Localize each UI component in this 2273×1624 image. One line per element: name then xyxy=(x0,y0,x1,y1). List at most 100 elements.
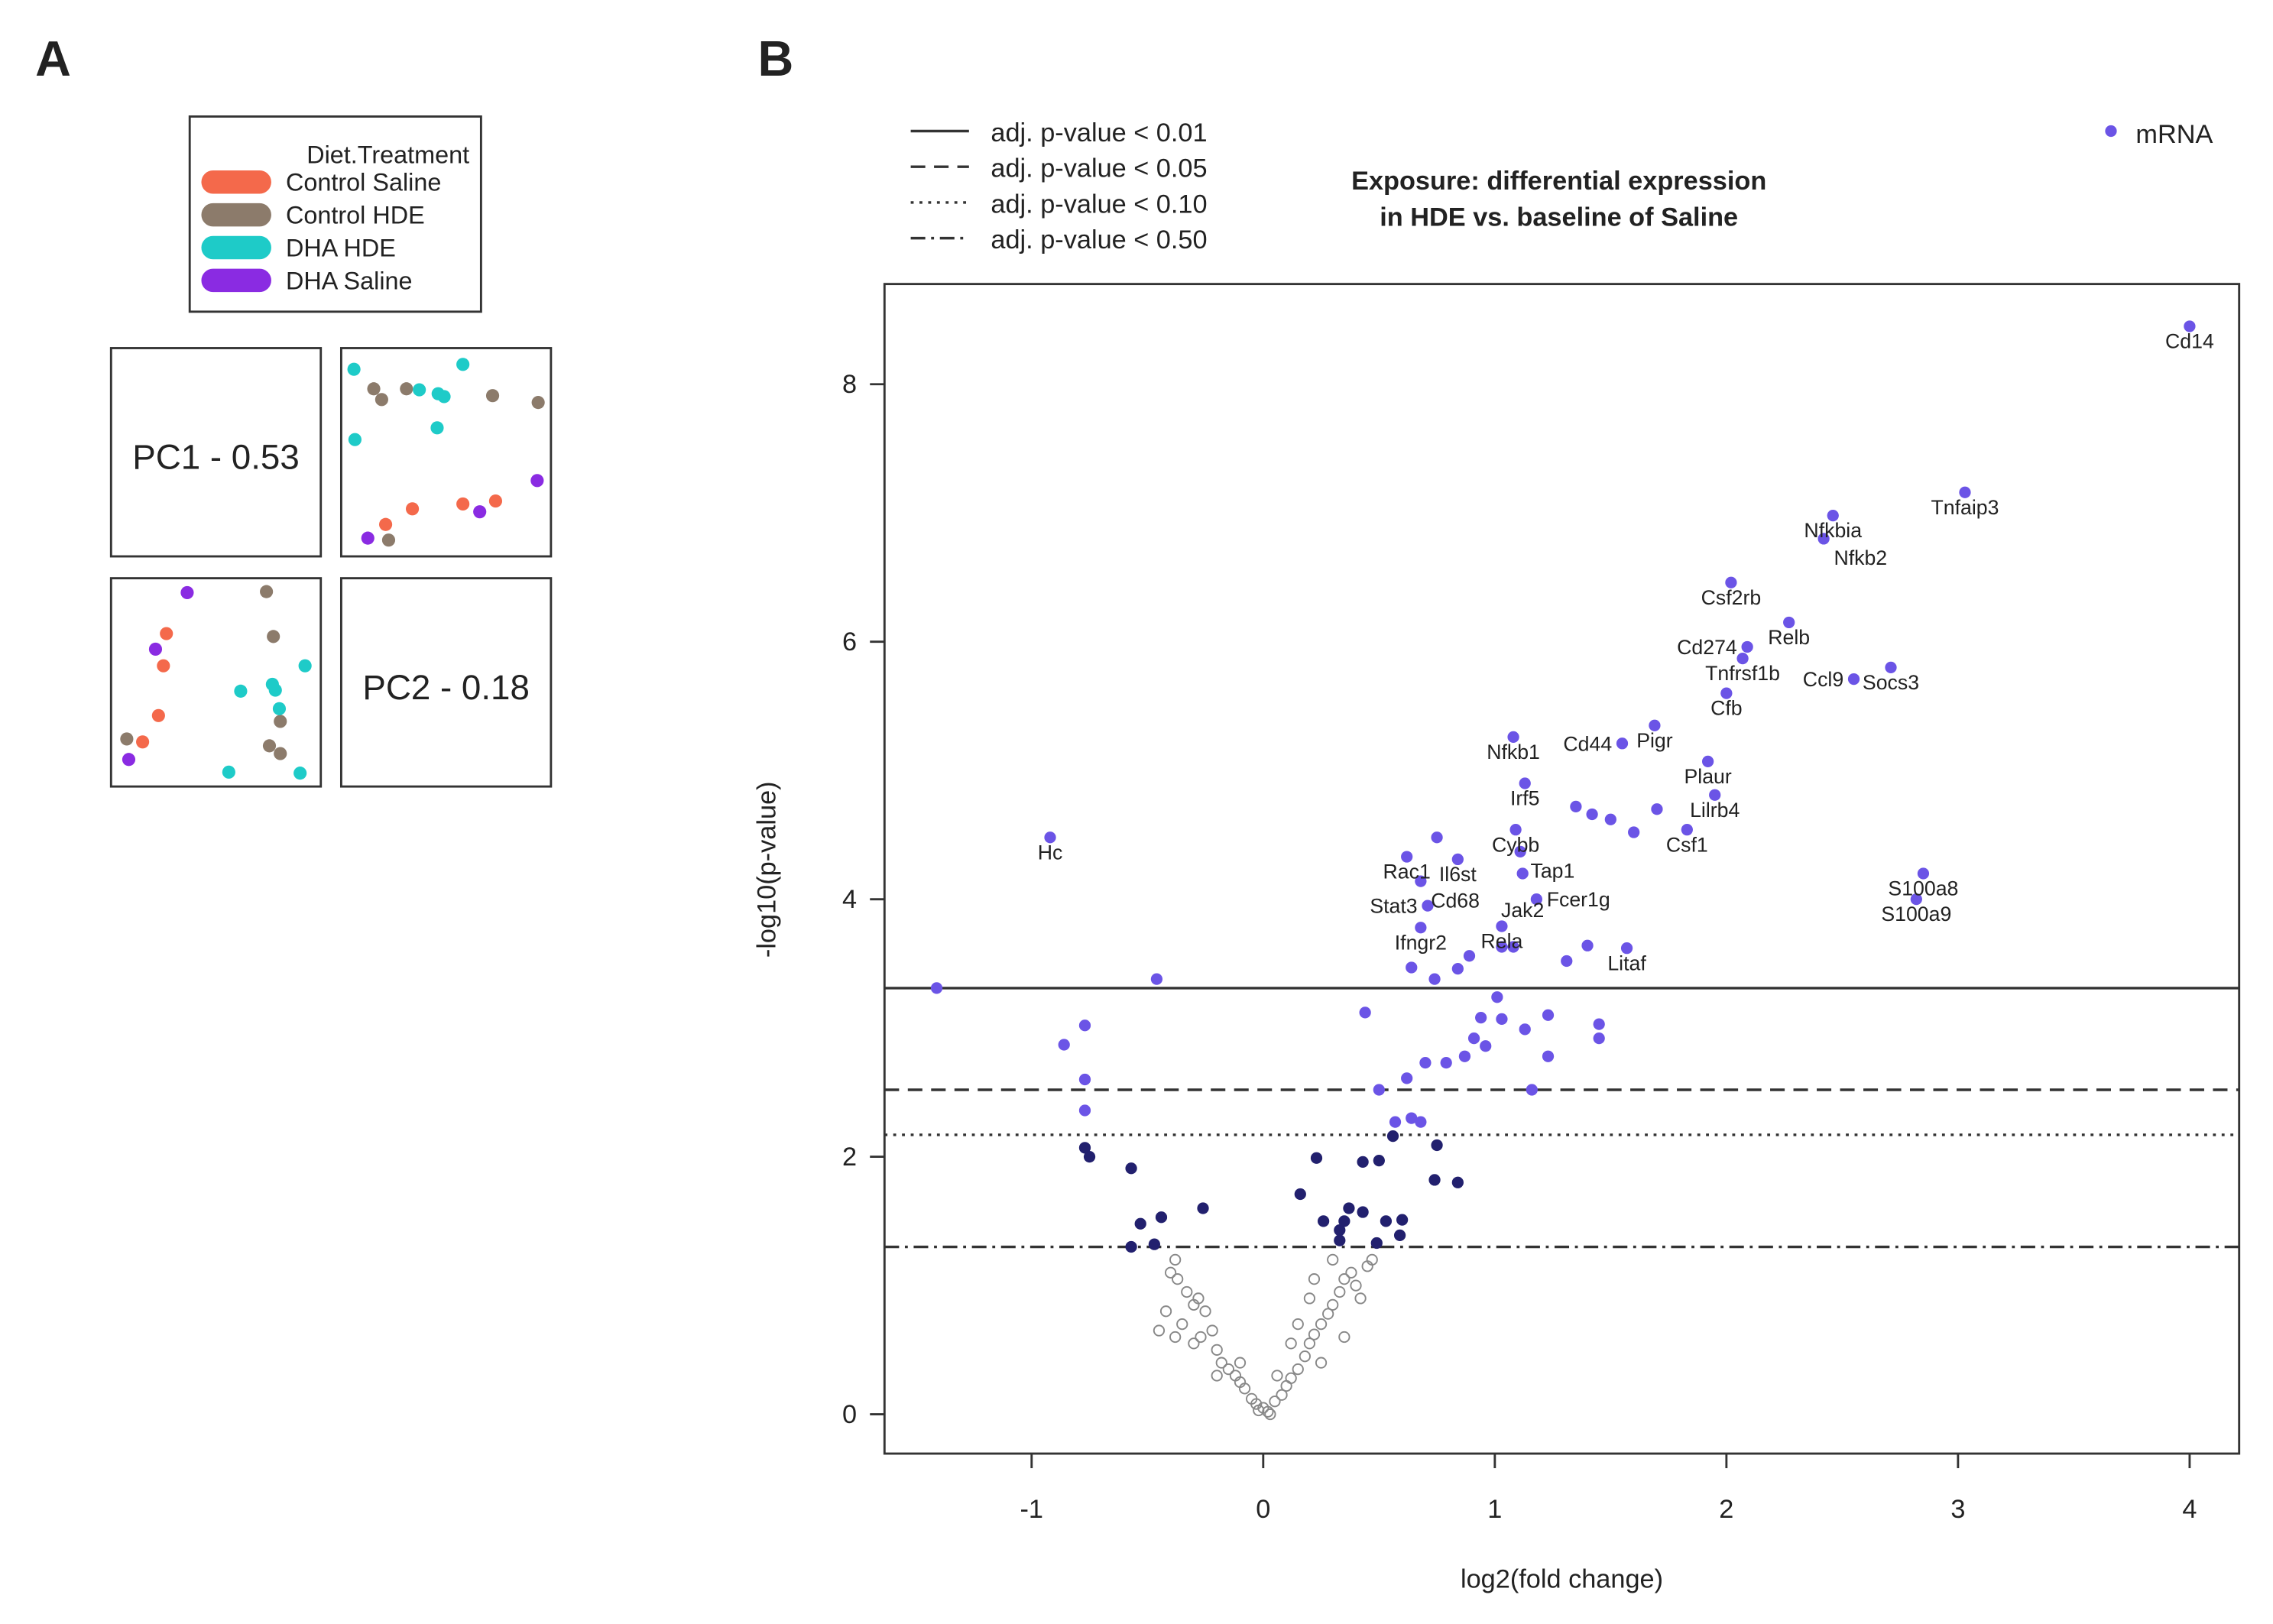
moderate-point xyxy=(1357,1206,1369,1218)
gene-label: Hc xyxy=(1038,841,1063,864)
pca-point xyxy=(347,362,361,376)
gene-label: Cd68 xyxy=(1431,889,1480,912)
gene-label: Cd274 xyxy=(1677,636,1737,659)
y-tick-label: 4 xyxy=(842,885,857,914)
gene-label: Ifngr2 xyxy=(1395,931,1447,954)
pca-point xyxy=(488,494,503,508)
moderate-point xyxy=(1134,1217,1146,1230)
ns-point xyxy=(1238,1383,1251,1395)
gene-label: Tap1 xyxy=(1531,860,1575,883)
significant-point xyxy=(1496,941,1508,953)
gene-point xyxy=(1415,875,1427,887)
x-tick-label: 4 xyxy=(2182,1495,2197,1524)
legend-entries: Control Saline Control HDE DHA HDE DHA Sali… xyxy=(201,169,441,294)
moderate-point xyxy=(1078,1142,1091,1154)
threshold-legend-label: adj. p-value < 0.01 xyxy=(991,118,1207,147)
significant-point xyxy=(1586,808,1598,821)
significant-point xyxy=(1570,800,1582,812)
ns-point xyxy=(1350,1279,1362,1292)
gene-point xyxy=(1507,731,1519,744)
gene-label: Nfkb1 xyxy=(1487,741,1540,763)
legend-entry-label: Control HDE xyxy=(286,202,425,229)
ns-point xyxy=(1292,1363,1304,1376)
threshold-lines xyxy=(884,987,2239,1249)
moderate-point xyxy=(1083,1150,1096,1163)
pca-point xyxy=(160,627,173,640)
moderate-point xyxy=(1317,1215,1330,1227)
gene-point xyxy=(1620,942,1633,955)
ns-point xyxy=(1280,1379,1292,1392)
gene-label: Cd44 xyxy=(1563,732,1612,755)
pca-point xyxy=(234,684,248,698)
ns-point xyxy=(1211,1344,1223,1356)
pca-point xyxy=(267,630,280,643)
pca-point xyxy=(151,708,165,722)
significant-point xyxy=(1593,1018,1605,1030)
gene-label: Socs3 xyxy=(1863,671,1919,694)
ns-point xyxy=(1253,1404,1265,1417)
x-tick-label: 3 xyxy=(1950,1495,1965,1524)
points xyxy=(930,320,2196,1421)
pca-point xyxy=(148,642,163,656)
moderate-point xyxy=(1396,1214,1409,1226)
legend-entry-label: DHA HDE xyxy=(286,234,396,261)
gene-point xyxy=(1681,824,1693,836)
pairs-cell-upper xyxy=(339,347,553,558)
gene-label: Stat3 xyxy=(1370,895,1417,918)
ns-point xyxy=(1164,1266,1177,1279)
gene-point xyxy=(1422,900,1434,912)
chart-title-line2: in HDE vs. baseline of Saline xyxy=(1380,203,1738,232)
ns-point xyxy=(1199,1305,1211,1318)
pca-point xyxy=(456,358,470,371)
gene-point xyxy=(1817,533,1830,545)
gene-label: Cd14 xyxy=(2165,330,2214,353)
ns-point xyxy=(1264,1408,1276,1421)
moderate-point xyxy=(1148,1238,1161,1250)
gene-point xyxy=(1736,652,1749,665)
ns-point xyxy=(1345,1266,1357,1279)
significant-point xyxy=(1507,941,1519,953)
gene-label: Nfkb2 xyxy=(1834,546,1887,569)
gene-label: Irf5 xyxy=(1510,787,1540,810)
gene-point xyxy=(1616,737,1629,750)
threshold-legend-label: adj. p-value < 0.50 xyxy=(991,225,1207,254)
significant-point xyxy=(1496,1013,1508,1025)
gene-label: Rela xyxy=(1480,930,1522,953)
x-tick-label: -1 xyxy=(1020,1495,1044,1524)
ns-point xyxy=(1285,1372,1297,1385)
ns-point xyxy=(1192,1292,1205,1305)
ns-point xyxy=(1234,1357,1247,1369)
moderate-point xyxy=(1357,1156,1369,1168)
ns-point xyxy=(1188,1337,1200,1350)
ns-point xyxy=(1303,1337,1316,1350)
y-tick-label: 2 xyxy=(842,1143,857,1172)
gene-point xyxy=(1401,851,1413,863)
ns-point xyxy=(1354,1292,1367,1305)
pairs-cell-pc1 xyxy=(109,347,323,558)
gene-label: Lilrb4 xyxy=(1690,799,1740,822)
gene-point xyxy=(1530,893,1543,906)
significant-point xyxy=(1401,1072,1413,1084)
ns-point xyxy=(1308,1273,1321,1285)
gene-point xyxy=(1044,831,1056,844)
moderate-point xyxy=(1125,1162,1137,1175)
significant-point xyxy=(1542,1009,1555,1021)
significant-point xyxy=(1415,1116,1427,1128)
moderate-point xyxy=(1380,1215,1393,1227)
gene-label: Csf1 xyxy=(1666,833,1708,856)
significant-point xyxy=(930,982,943,994)
panel-a-label: A xyxy=(35,31,71,86)
ns-point xyxy=(1338,1331,1351,1344)
ns-point xyxy=(1222,1363,1234,1376)
significant-point xyxy=(1604,813,1616,825)
gene-label: Tnfaip3 xyxy=(1931,496,1999,519)
threshold-legend: adj. p-value < 0.01 adj. p-value < 0.05 ad… xyxy=(910,118,1208,254)
gene-point xyxy=(1516,867,1529,880)
significant-point xyxy=(1428,973,1441,985)
pca-pairs-plot: Diet.Treatment Control Saline Control HDE… xyxy=(109,115,553,788)
significant-point xyxy=(1480,1040,1492,1052)
y-tick-label: 6 xyxy=(842,627,857,656)
significant-point xyxy=(1467,1032,1480,1045)
gene-point xyxy=(1451,853,1464,866)
